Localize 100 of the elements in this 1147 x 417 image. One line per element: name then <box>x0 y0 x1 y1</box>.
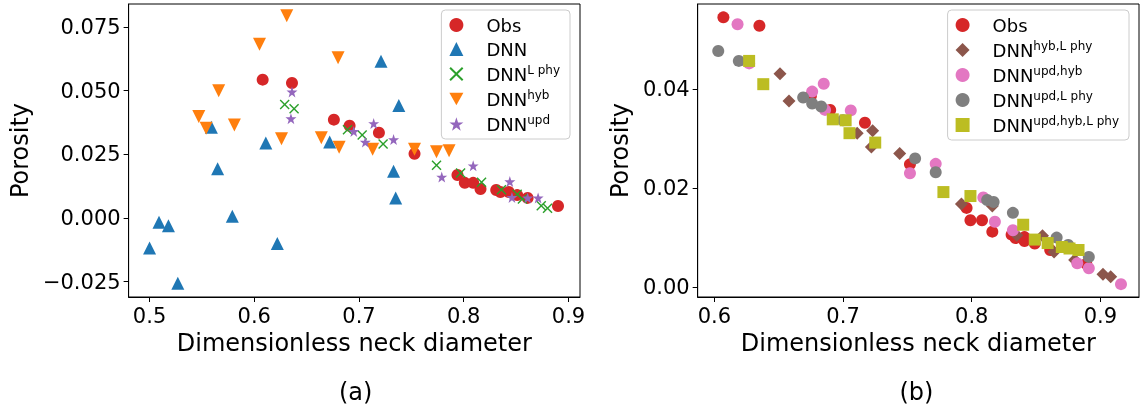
point <box>280 9 294 23</box>
point <box>442 144 456 158</box>
point <box>731 18 744 31</box>
point <box>964 190 977 203</box>
point <box>388 134 400 146</box>
legend-label: Obs <box>486 14 522 36</box>
point <box>954 197 968 211</box>
point <box>1082 250 1095 263</box>
point <box>817 77 830 90</box>
point <box>359 136 371 148</box>
point <box>225 209 239 223</box>
point <box>929 166 942 179</box>
point <box>797 91 810 104</box>
point <box>408 142 422 156</box>
point <box>937 186 950 199</box>
point <box>476 177 487 188</box>
legend-label: Obs <box>992 14 1028 36</box>
point <box>286 76 298 89</box>
point <box>986 225 999 238</box>
point <box>357 129 368 140</box>
point <box>806 85 819 98</box>
point <box>1115 278 1127 291</box>
point <box>843 127 856 140</box>
point <box>332 140 346 154</box>
x-tick-label: 0.9 <box>551 303 586 328</box>
y-tick-label: 0.000 <box>60 206 121 231</box>
x-tick-label: 0.8 <box>955 303 989 328</box>
legend-label: DNN <box>486 38 528 60</box>
point <box>866 124 880 138</box>
x-tick-label: 0.6 <box>697 303 732 328</box>
point <box>1041 237 1054 250</box>
point <box>275 132 289 146</box>
point <box>374 54 388 68</box>
point <box>378 138 389 149</box>
point <box>212 84 226 98</box>
point <box>815 100 828 113</box>
x-axis-title: Dimensionless neck diameter <box>740 328 1097 357</box>
y-tick-label: 0.075 <box>60 14 121 39</box>
point <box>436 171 448 183</box>
point <box>161 219 175 233</box>
x-tick-label: 0.8 <box>447 303 481 328</box>
point <box>506 191 518 203</box>
point <box>314 131 328 145</box>
text: (a) <box>339 378 373 406</box>
point <box>430 145 444 159</box>
x-tick-label: 0.9 <box>1083 303 1118 328</box>
point <box>712 45 725 58</box>
point <box>504 176 516 188</box>
point <box>1017 218 1030 231</box>
point <box>152 215 166 229</box>
point <box>467 160 479 172</box>
point <box>279 99 290 110</box>
y-tick-label: 0.04 <box>642 77 690 102</box>
point <box>431 160 442 171</box>
point <box>773 67 787 81</box>
point <box>496 184 507 195</box>
point <box>826 113 839 126</box>
point <box>782 94 796 108</box>
x-tick-label: 0.7 <box>342 303 376 328</box>
point <box>988 215 1001 228</box>
point <box>227 118 241 132</box>
point <box>387 164 401 178</box>
y-tick-label: −0.025 <box>42 269 121 294</box>
y-axis-title: Porosity <box>6 102 34 199</box>
point <box>552 200 565 213</box>
point <box>757 78 770 91</box>
point <box>331 51 345 65</box>
point <box>256 73 269 86</box>
point <box>1104 270 1118 284</box>
point <box>1082 262 1095 275</box>
point <box>455 167 466 178</box>
point <box>1006 224 1019 237</box>
point <box>893 146 907 160</box>
y-tick-label: 0.050 <box>60 78 121 103</box>
point <box>211 162 225 176</box>
point <box>964 214 977 227</box>
point <box>1028 233 1041 246</box>
point <box>270 237 284 250</box>
x-tick-label: 0.6 <box>237 303 271 328</box>
text: (b) <box>899 378 934 406</box>
point <box>348 125 360 137</box>
point <box>285 113 297 125</box>
y-tick-label: 0.025 <box>60 142 121 167</box>
point <box>253 37 267 51</box>
point <box>323 135 337 149</box>
point <box>192 110 206 124</box>
point <box>143 241 157 255</box>
point <box>259 136 273 150</box>
y-tick-label: 0.02 <box>642 176 690 201</box>
point <box>289 103 300 114</box>
point <box>909 152 922 165</box>
point <box>368 117 380 129</box>
point <box>199 121 213 135</box>
point <box>976 214 989 227</box>
y-tick-label: 0.00 <box>642 275 690 300</box>
point <box>171 276 185 290</box>
x-axis-title: Dimensionless neck diameter <box>176 328 533 357</box>
point <box>1006 206 1019 219</box>
point <box>542 203 553 214</box>
x-tick-label: 0.5 <box>132 303 167 328</box>
